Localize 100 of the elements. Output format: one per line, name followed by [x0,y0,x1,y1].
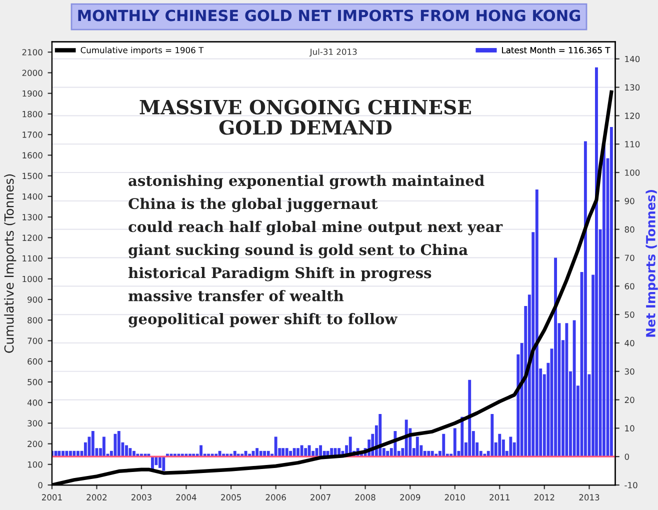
y2-tick-label: 60 [624,283,634,290]
x-tick-label: 2012 [534,494,554,500]
x-tick-label: 2010 [444,494,465,500]
bar [200,445,203,457]
bar [610,127,613,457]
bar [162,456,166,471]
x-tick-label: 2004 [176,494,196,500]
bar [565,323,568,457]
legend-label: Cumulative imports = 1906 T [80,46,204,55]
bar [266,450,270,457]
y-tick-label: 0 [38,482,42,488]
y-tick-label: 1800 [22,110,42,118]
bar [416,436,419,457]
x-tick-label: 2011 [490,494,510,500]
annotation: MASSIVE ONGOING CHINESE GOLD DEMAND [140,100,471,135]
y2-tick-label: 20 [624,396,634,404]
bar [584,141,587,457]
bar [554,258,558,457]
annotation: giant sucking sound is gold sent to China [128,244,468,258]
x-tick-label: 2005 [221,494,241,500]
bar [263,450,266,457]
x-tick-label: 2009 [400,494,420,500]
x-tick-label: 2006 [266,494,286,500]
bar [595,67,598,457]
y-tick-label: 1100 [22,255,42,262]
annotation: historical Paradigm Shift in progress [128,266,432,282]
y2-tick-label: 140 [625,56,640,62]
bar [259,450,262,457]
y2-tick-label: 50 [624,312,634,318]
y-tick-label: 900 [28,296,42,303]
bar [319,445,322,457]
bar [300,445,304,457]
y2-tick-label: 120 [625,112,640,119]
bar [233,450,236,457]
x-tick-label: 2007 [310,494,330,500]
bar [256,448,259,457]
bar [289,450,292,457]
y-tick-label: 500 [28,378,42,386]
y2-tick-label: 80 [624,226,634,233]
bar [304,448,308,457]
annotation: astonishing exponential growth maintained [128,174,484,190]
y-tick-label: 1600 [22,152,42,158]
y-tick-label: 1700 [22,132,42,138]
bar [292,448,296,457]
y2-axis-title: Net Imports (Tonnes) [646,190,658,337]
bar [498,434,502,457]
x-tick-label: 2013 [579,494,600,500]
bar [282,448,285,457]
bar [69,450,72,457]
bar [132,450,136,457]
y2-tick-label: 100 [625,169,640,176]
y2-tick-label: -10 [624,482,638,488]
y2-tick-label: 130 [625,84,640,91]
y-tick-label: 700 [28,338,42,344]
annotation: Jul-31 2013 [309,48,357,56]
bar [62,450,64,457]
bar [490,414,494,457]
y2-tick-label: 90 [624,198,634,204]
bar [430,450,434,457]
bar [572,320,576,457]
y-tick-label: 2100 [22,49,42,56]
y-tick-label: 1500 [22,172,42,180]
bar [602,144,606,457]
bar [58,450,61,457]
bar [386,450,390,457]
y2-tick-label: 30 [624,368,634,375]
y-axis-title: Cumulative Imports (Tonnes) [4,174,16,353]
bar [285,448,288,457]
x-tick-label: 2008 [355,494,376,500]
bar [117,431,120,457]
bar [427,450,430,457]
annotation: massive transfer of wealth [128,290,344,302]
y2-tick-label: 10 [625,425,634,432]
y-tick-label: 100 [28,461,42,468]
y2-tick-label: 110 [625,141,640,148]
y-tick-label: 1000 [22,276,42,282]
x-tick-label: 2002 [86,494,106,500]
bar [158,456,162,468]
bar [91,431,94,457]
x-tick-label: 2003 [131,494,152,500]
y-tick-label: 1900 [22,90,42,97]
bar [54,450,58,457]
bar [102,436,106,457]
annotation: China is the global juggernaut [128,198,378,212]
y2-tick-label: 40 [624,340,634,346]
chart-title: MONTHLY CHINESE GOLD NET IMPORTS FROM HONG KONG [78,10,580,22]
bar [453,428,456,457]
bar [509,436,512,457]
annotation: could reach half global mine output next year [128,220,503,236]
bar [128,448,132,457]
y2-tick-label: 70 [624,254,634,262]
y-tick-label: 800 [28,317,42,324]
bar [72,450,76,457]
y-tick-label: 300 [28,420,42,426]
y-tick-label: 1200 [22,234,42,241]
bar [442,434,446,457]
bar [218,450,222,457]
bar [468,380,472,457]
x-tick-label: 2001 [42,494,62,500]
bar [274,436,278,457]
